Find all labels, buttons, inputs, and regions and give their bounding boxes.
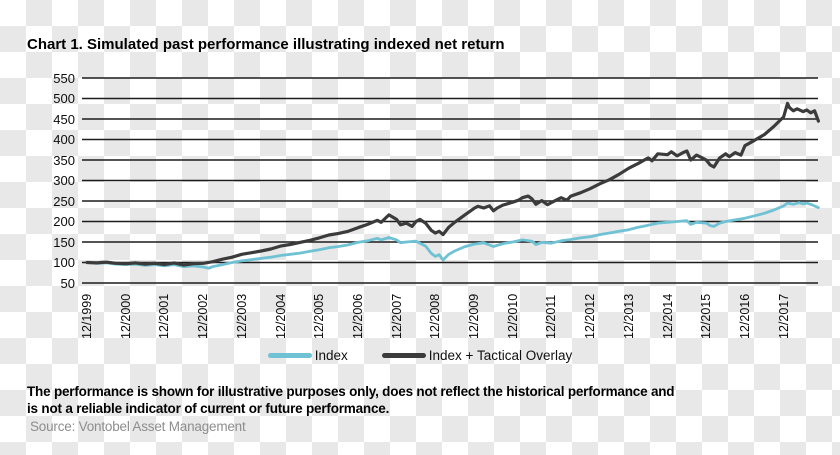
gridlines: [82, 77, 818, 284]
index-line-swatch-icon: [267, 353, 312, 358]
y-tick-label-550: 550: [53, 70, 75, 86]
x-tick-label-12-2011: 12/2011: [544, 294, 559, 339]
y-tick-label-450: 450: [53, 111, 75, 127]
y-tick-label-100: 100: [53, 255, 75, 270]
disclaimer-line-1: The performance is shown for illustrativ…: [27, 384, 675, 399]
x-tick-label-12-2015: 12/2015: [699, 293, 714, 339]
legend-label-index: Index: [314, 348, 348, 363]
chart-title: Chart 1. Simulated past performance illu…: [27, 36, 505, 53]
x-tick-label-12-2008: 12/2008: [428, 293, 443, 339]
x-tick-label-12-2002: 12/2002: [196, 293, 211, 339]
x-tick-label-12-1999: 12/1999: [80, 293, 94, 339]
disclaimer-line-2: is not a reliable indicator of current o…: [27, 401, 390, 416]
legend-label-overlay: Index + Tactical Overlay: [428, 348, 573, 363]
x-tick-label-12-2001: 12/2001: [157, 293, 172, 339]
x-tick-label-12-2010: 12/2010: [505, 293, 520, 339]
source-attribution: Source: Vontobel Asset Management: [30, 419, 246, 434]
x-tick-label-12-2014: 12/2014: [660, 293, 675, 339]
legend-item-overlay: Index + Tactical Overlay: [381, 348, 573, 363]
x-tick-label-12-2016: 12/2016: [737, 293, 752, 339]
series-lines: [85, 101, 821, 270]
x-tick-label-12-2005: 12/2005: [312, 293, 327, 339]
legend-item-index: Index: [267, 348, 348, 363]
overlay-line-swatch-icon: [381, 353, 426, 358]
x-tick-label-12-2012: 12/2012: [583, 293, 598, 339]
x-tick-label-12-2017: 12/2017: [776, 293, 791, 339]
x-tick-label-12-2009: 12/2009: [467, 293, 481, 339]
chart-legend: Index Index + Tactical Overlay: [0, 348, 840, 363]
x-tick-label-12-2004: 12/2004: [273, 293, 288, 339]
x-tick-label-12-2003: 12/2003: [234, 293, 249, 339]
x-tick-label-12-2007: 12/2007: [389, 293, 404, 339]
series-line-index-tactical-overlay: [85, 101, 821, 267]
x-tick-label-12-2000: 12/2000: [118, 293, 133, 339]
x-tick-label-12-2013: 12/2013: [621, 293, 636, 339]
y-tick-label-200: 200: [53, 214, 75, 229]
disclaimer-text: The performance is shown for illustrativ…: [27, 383, 817, 417]
x-tick-label-12-2006: 12/2006: [350, 293, 365, 339]
y-tick-label-350: 350: [53, 152, 75, 168]
y-tick-label-500: 500: [53, 91, 75, 106]
y-tick-label-250: 250: [53, 193, 75, 209]
series-line-index: [85, 201, 820, 270]
y-tick-label-400: 400: [53, 132, 75, 147]
y-tick-label-150: 150: [53, 234, 75, 250]
y-tick-label-50: 50: [60, 275, 75, 291]
y-tick-label-300: 300: [53, 173, 75, 188]
